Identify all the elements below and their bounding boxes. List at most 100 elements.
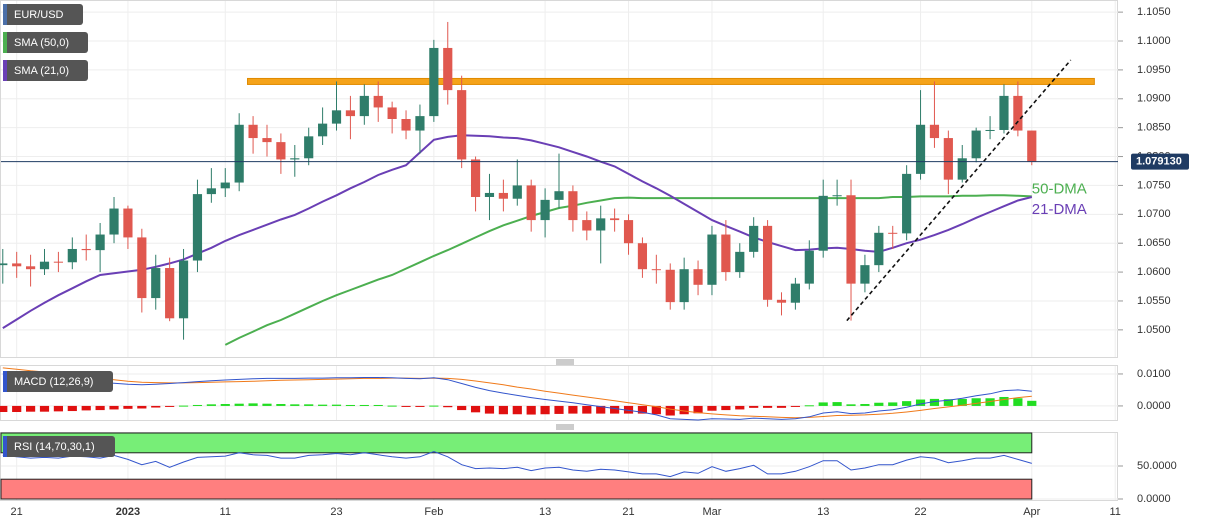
y-tick-label: 50.0000	[1137, 460, 1177, 472]
candle-body	[679, 269, 689, 303]
panel-handle	[556, 359, 574, 430]
macd-histogram-bar	[749, 405, 759, 408]
candle-body	[693, 269, 703, 285]
candle-body	[1027, 130, 1037, 162]
macd-histogram-bar	[498, 405, 508, 415]
candle-body	[888, 232, 898, 234]
legend-sma50: SMA (50,0)	[14, 37, 69, 49]
candle-body	[929, 124, 940, 139]
candle-body	[804, 250, 814, 284]
macd-histogram-bar	[178, 405, 189, 407]
macd-histogram-bar	[582, 405, 592, 414]
candle-body	[262, 138, 272, 143]
y-tick-label: 1.0600	[1137, 266, 1171, 278]
rsi-line	[2, 450, 1032, 478]
candle-body	[81, 248, 91, 251]
legend-stripe	[3, 32, 7, 53]
candle-body	[123, 208, 133, 238]
macd-histogram-bar	[679, 405, 689, 415]
legend-rsi: RSI (14,70,30,1)	[14, 441, 95, 453]
candle-body	[248, 124, 258, 139]
candle-body	[470, 159, 481, 197]
macd-histogram-bar	[929, 398, 940, 406]
legend-box	[3, 60, 88, 81]
macd-histogram-bar	[387, 405, 397, 407]
macd-histogram-bar	[721, 405, 731, 411]
x-tick-label: 13	[817, 506, 829, 518]
candle-body	[401, 119, 411, 131]
macd-histogram-bar	[693, 405, 703, 414]
resistance-line	[247, 77, 1095, 85]
candle-body	[387, 107, 397, 119]
macd-histogram-bar	[151, 405, 161, 408]
candle-body	[109, 208, 119, 235]
candle-body	[359, 95, 369, 117]
candle-body	[749, 225, 759, 252]
macd-histogram-bar	[359, 404, 369, 406]
candle-body	[999, 95, 1009, 130]
macd-histogram-bar	[457, 405, 467, 411]
candle-body	[846, 195, 856, 284]
macd-histogram-bar	[373, 404, 383, 406]
macd-histogram-bar	[554, 405, 564, 414]
macd-histogram-bar	[234, 403, 244, 406]
macd-histogram-bar	[415, 405, 425, 407]
candle-body	[276, 142, 286, 160]
candle-body	[373, 95, 383, 108]
x-tick-label: 21	[622, 506, 634, 518]
macd-histogram-bar	[846, 404, 856, 406]
candle-body	[26, 266, 36, 270]
candle-body	[860, 265, 870, 284]
x-tick-label: 13	[539, 506, 551, 518]
last-price-label: 1.079130	[1136, 155, 1182, 167]
candle-body	[707, 234, 717, 285]
legend-stripe	[3, 371, 7, 392]
macd-histogram-bar	[95, 405, 105, 411]
y-tick-label: 1.0500	[1137, 324, 1171, 336]
macd-histogram-bar	[81, 405, 91, 411]
macd-histogram-bar	[39, 405, 50, 412]
macd-histogram-bar	[345, 404, 356, 406]
macd-histogram-bar	[818, 402, 828, 406]
macd-histogram-bar	[304, 404, 314, 406]
legend-box	[3, 436, 115, 457]
macd-histogram-bar	[707, 405, 717, 411]
x-tick-label: Mar	[702, 506, 721, 518]
candle-body	[721, 234, 731, 273]
candle-body	[457, 90, 467, 160]
candle-body	[484, 192, 495, 197]
y-tick-label: 0.0100	[1137, 368, 1171, 380]
plot: 50-DMA 21-DMA	[0, 21, 1118, 500]
candle-body	[95, 234, 105, 251]
macd-histogram-bar	[165, 405, 175, 407]
macd-histogram-bar	[915, 399, 926, 406]
candle-body	[568, 191, 578, 221]
legend-macd: MACD (12,26,9)	[14, 376, 93, 388]
candle-body	[790, 283, 800, 303]
candle-body	[957, 158, 967, 180]
candle-body	[651, 269, 661, 271]
x-tick-label: 21	[11, 506, 23, 518]
candle-body	[554, 191, 564, 200]
candle-body	[665, 269, 675, 303]
macd-histogram-bar	[470, 405, 481, 413]
y-tick-label: 1.0750	[1137, 179, 1171, 191]
macd-histogram-bar	[109, 405, 119, 410]
candle-body	[762, 225, 773, 300]
y-tick-label: 1.1000	[1137, 35, 1171, 47]
y-tick-label: 1.0900	[1137, 93, 1171, 105]
macd-histogram-bar	[401, 405, 411, 407]
macd-histogram-bar	[860, 404, 870, 406]
x-tick-label: 22	[914, 506, 926, 518]
candle-body	[776, 299, 787, 303]
candle-body	[596, 218, 606, 231]
candle-body	[540, 199, 550, 221]
candle-body	[67, 248, 77, 263]
rsi-overbought-zone	[0, 432, 1033, 454]
legend-box	[3, 32, 88, 53]
x-tick-label: 2023	[116, 506, 140, 518]
macd-histogram-bar	[985, 398, 995, 406]
y-tick-label: 1.0950	[1137, 64, 1171, 76]
candle-body	[985, 129, 995, 131]
candle-body	[206, 188, 216, 195]
